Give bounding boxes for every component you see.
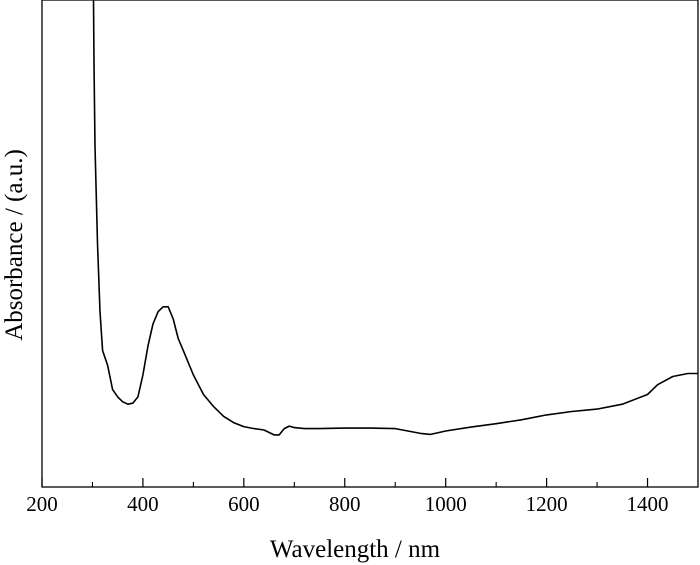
absorbance-series-line	[92, 0, 698, 436]
x-tick-label: 1000	[425, 492, 467, 516]
x-axis-label: Wavelength / nm	[270, 536, 441, 563]
x-tick-label: 1200	[526, 492, 568, 516]
y-axis-label: Absorbance / (a.u.)	[1, 149, 28, 341]
x-tick-label: 400	[127, 492, 159, 516]
x-axis-tick-labels: 200 400 600 800 1000 1200 1400	[26, 492, 668, 516]
x-tick-label: 1400	[627, 492, 669, 516]
x-tick-label: 600	[228, 492, 260, 516]
x-tick-label: 800	[329, 492, 361, 516]
x-axis-ticks	[41, 478, 649, 487]
plot-frame	[41, 0, 699, 488]
x-tick-label: 200	[26, 492, 58, 516]
